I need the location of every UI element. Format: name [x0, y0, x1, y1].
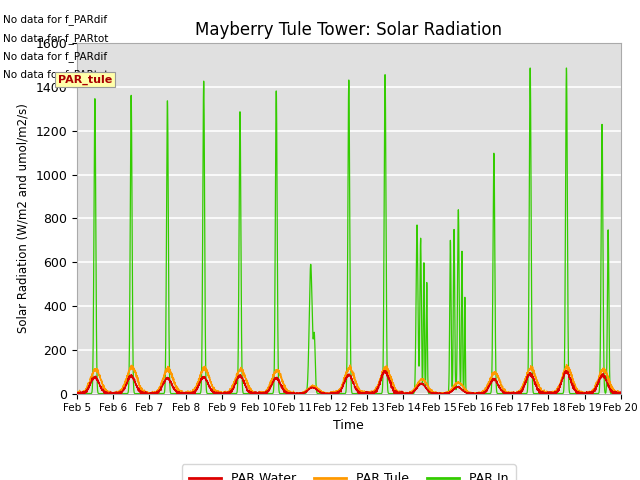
Text: No data for f_PARdif: No data for f_PARdif — [3, 51, 108, 62]
X-axis label: Time: Time — [333, 419, 364, 432]
Text: No data for f_PARdif: No data for f_PARdif — [3, 14, 108, 25]
Title: Mayberry Tule Tower: Solar Radiation: Mayberry Tule Tower: Solar Radiation — [195, 21, 502, 39]
Text: No data for f_PARtot: No data for f_PARtot — [3, 33, 109, 44]
Text: No data for f_PARtot: No data for f_PARtot — [3, 69, 109, 80]
Text: PAR_tule: PAR_tule — [58, 74, 112, 84]
Legend: PAR Water, PAR Tule, PAR In: PAR Water, PAR Tule, PAR In — [182, 465, 516, 480]
Y-axis label: Solar Radiation (W/m2 and umol/m2/s): Solar Radiation (W/m2 and umol/m2/s) — [17, 104, 29, 333]
